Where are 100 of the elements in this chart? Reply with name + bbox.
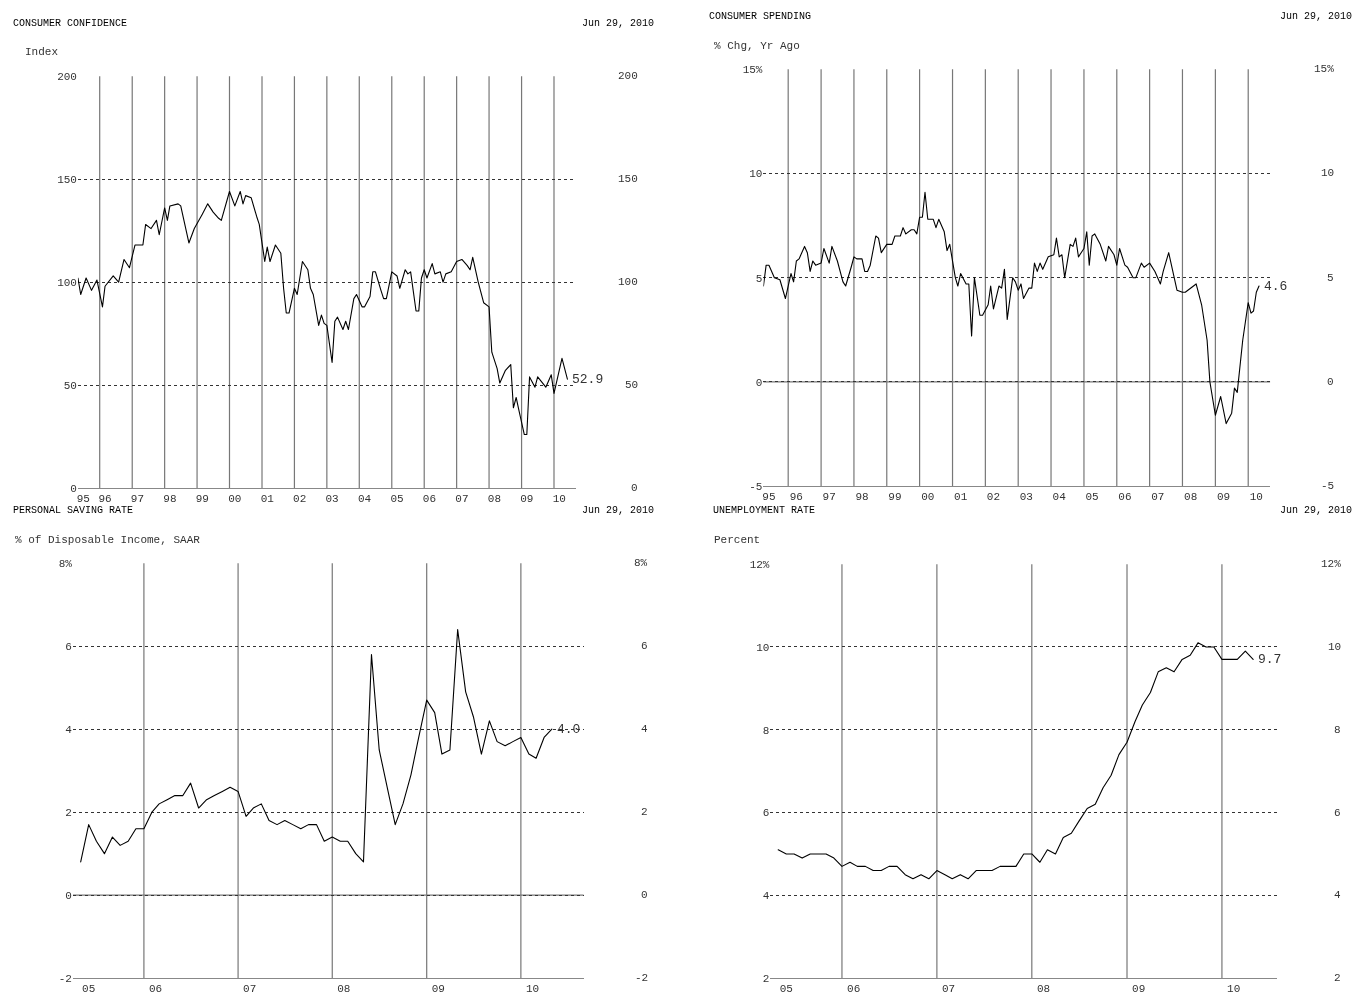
x-tick-label: 97	[130, 493, 145, 506]
x-tick-label: 99	[888, 491, 902, 504]
x-tick-label: 05	[390, 493, 404, 506]
y2-tick-label: 2	[1334, 972, 1341, 984]
x-tick-label: 10	[1249, 491, 1263, 504]
y-tick-label: 0	[65, 890, 72, 903]
x-tick-label: 08	[487, 493, 501, 506]
x-tick-label: 07	[243, 983, 257, 996]
y2-tick-label: 6	[1334, 807, 1341, 819]
y-axis-title: Index	[25, 46, 59, 58]
y2-tick-label: 6	[641, 640, 648, 652]
x-tick-label: 10	[552, 493, 566, 506]
y2-tick-label: 8	[1334, 724, 1341, 736]
x-tick-label: 02	[986, 491, 1001, 504]
y2-tick-label: 150	[618, 173, 638, 185]
x-tick-label: 99	[195, 493, 209, 506]
y-tick-label: 15%	[742, 64, 763, 77]
y2-tick-label: 5	[1327, 272, 1334, 284]
line-series	[80, 629, 553, 863]
line-series	[763, 191, 1260, 425]
x-tick-label: 07	[941, 983, 956, 996]
x-tick-label: 95	[762, 491, 776, 504]
x-tick-label: 07	[455, 493, 469, 506]
y2-tick-label: 0	[641, 889, 648, 901]
text: Jun 29, 2010	[1280, 11, 1353, 22]
x-tick-label: 09	[520, 493, 534, 506]
x-tick-label: 96	[98, 493, 112, 506]
x-tick-label: 01	[260, 493, 275, 506]
text: Jun 29, 2010	[582, 505, 655, 516]
line-series	[777, 642, 1254, 880]
y2-tick-label: 2	[641, 806, 648, 818]
y-tick-label: 4	[762, 890, 770, 903]
y-tick-label: 4	[65, 724, 73, 737]
x-tick-label: 09	[431, 983, 445, 996]
y-tick-label: 10	[749, 168, 763, 181]
y2-tick-label: 0	[1327, 376, 1334, 388]
text: Jun 29, 2010	[1280, 505, 1353, 516]
y-tick-label: -5	[749, 481, 763, 493]
x-tick-label: 98	[855, 491, 869, 504]
y-axis-title: % of Disposable Income, SAAR	[15, 534, 201, 546]
y-tick-label: 100	[57, 276, 77, 289]
y-axis-title: % Chg, Yr Ago	[714, 40, 800, 52]
x-tick-label: 10	[1227, 983, 1241, 996]
y-tick-label: 0	[70, 482, 77, 495]
x-tick-label: 08	[1036, 983, 1051, 996]
x-tick-label: 10	[525, 983, 540, 996]
x-tick-label: 03	[1019, 491, 1033, 504]
x-tick-label: 09	[1216, 491, 1231, 504]
y2-tick-label: 50	[625, 379, 639, 391]
y2-tick-label: -5	[1321, 480, 1335, 492]
y2-tick-label: 200	[618, 70, 638, 82]
y2-tick-label: -2	[635, 972, 649, 984]
chart-title: CONSUMER CONFIDENCE	[13, 18, 128, 29]
y2-tick-label: 12%	[1321, 558, 1342, 570]
x-tick-label: 07	[1151, 491, 1165, 504]
y2-tick-label: 0	[631, 482, 638, 494]
y-tick-label: -2	[58, 973, 72, 986]
x-tick-label: 05	[82, 983, 96, 996]
y-tick-label: 12%	[749, 559, 770, 572]
x-tick-label: 96	[789, 491, 803, 504]
x-tick-label: 04	[358, 493, 372, 506]
x-tick-label: 01	[954, 491, 968, 504]
x-tick-label: 98	[163, 493, 177, 506]
x-tick-label: 06	[847, 983, 861, 996]
y-tick-label: 200	[57, 70, 77, 83]
y-tick-label: 5	[755, 272, 763, 285]
chart-title: PERSONAL SAVING RATE	[13, 505, 134, 516]
x-tick-label: 06	[422, 493, 437, 506]
y2-tick-label: 8%	[634, 557, 648, 569]
x-tick-label: 95	[76, 493, 90, 506]
y2-tick-label: 10	[1328, 641, 1342, 653]
y2-tick-label: 15%	[1314, 63, 1335, 75]
text: Jun 29, 2010	[582, 18, 655, 29]
x-tick-label: 04	[1052, 491, 1067, 504]
y2-tick-label: 4	[641, 723, 648, 735]
line-series	[77, 190, 568, 436]
y-tick-label: 8%	[58, 558, 73, 571]
x-tick-label: 00	[921, 491, 935, 504]
annotation: 4.6	[1264, 279, 1288, 294]
chart-title: UNEMPLOYMENT RATE	[713, 505, 816, 516]
x-tick-label: 06	[148, 983, 163, 996]
y-tick-label: 2	[65, 807, 72, 820]
annotation: 4.0	[557, 722, 581, 737]
y-tick-label: 6	[762, 807, 770, 820]
annotation: 52.9	[572, 372, 604, 387]
y-tick-label: 50	[63, 379, 77, 392]
y2-tick-label: 10	[1321, 167, 1335, 179]
y-axis-title: Percent	[714, 534, 761, 546]
y-tick-label: 0	[755, 376, 763, 389]
y-tick-label: 10	[756, 641, 770, 654]
x-tick-label: 05	[1085, 491, 1099, 504]
y-tick-label: 150	[57, 173, 77, 186]
chart-title: CONSUMER SPENDING	[709, 11, 812, 22]
y-tick-label: 8	[762, 724, 770, 737]
x-tick-label: 00	[228, 493, 242, 506]
y-tick-label: 2	[762, 973, 770, 985]
x-tick-label: 08	[337, 983, 351, 996]
y-tick-label: 6	[65, 641, 72, 654]
x-tick-label: 02	[293, 493, 307, 506]
y2-tick-label: 100	[618, 276, 638, 288]
